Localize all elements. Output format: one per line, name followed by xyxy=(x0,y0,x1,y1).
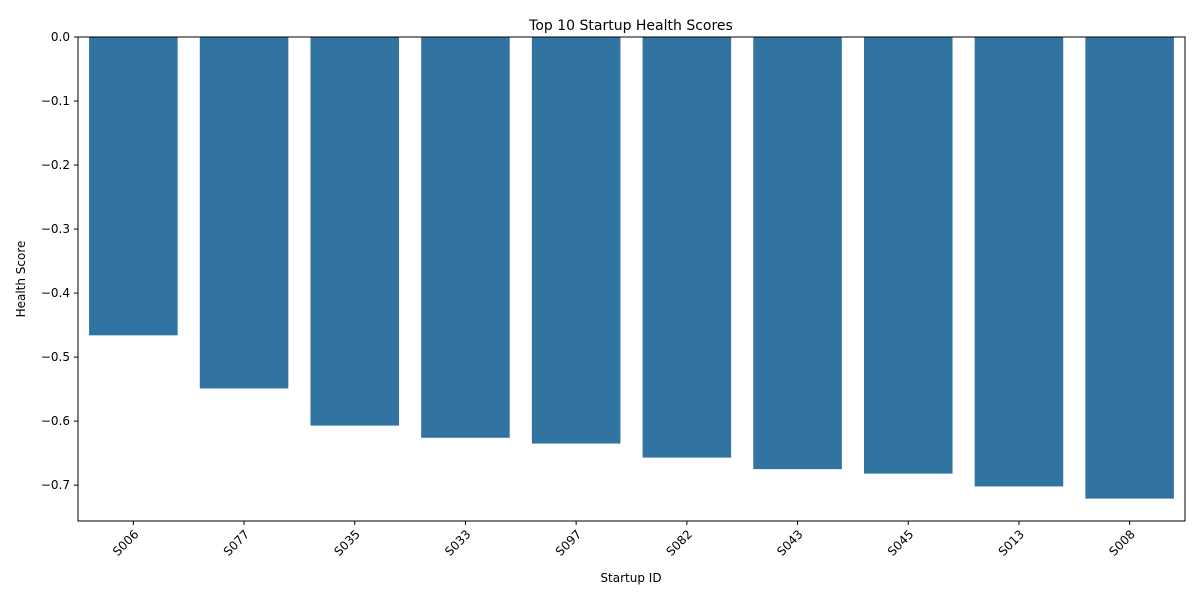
bar-s033 xyxy=(421,37,510,438)
bar-s006 xyxy=(89,37,178,336)
bar-s035 xyxy=(310,37,400,426)
bar-s043 xyxy=(753,37,842,470)
y-tick-label: −0.4 xyxy=(41,286,70,300)
y-axis-label: Health Score xyxy=(14,241,28,318)
bar-s077 xyxy=(199,37,289,389)
y-tick-label: −0.7 xyxy=(41,478,70,492)
y-tick-label: −0.1 xyxy=(41,94,70,108)
y-tick-label: −0.5 xyxy=(41,350,70,364)
bar-s013 xyxy=(974,37,1064,487)
bars-group xyxy=(89,37,1174,499)
y-ticks-group: 0.0 −0.1 −0.2 −0.3 −0.4 −0.5 −0.6 −0.7 xyxy=(41,30,78,492)
bar-s082 xyxy=(642,37,732,458)
plot-frame xyxy=(77,36,1186,522)
y-tick-label: −0.3 xyxy=(41,222,70,236)
y-tick-label: −0.6 xyxy=(41,414,70,428)
chart-title: Top 10 Startup Health Scores xyxy=(528,18,733,34)
y-tick-label: 0.0 xyxy=(51,30,70,44)
x-axis-label: Startup ID xyxy=(600,571,661,585)
bar-s097 xyxy=(531,37,621,444)
bar-s008 xyxy=(1085,37,1174,499)
bar-s045 xyxy=(863,37,953,474)
y-tick-label: −0.2 xyxy=(41,158,70,172)
